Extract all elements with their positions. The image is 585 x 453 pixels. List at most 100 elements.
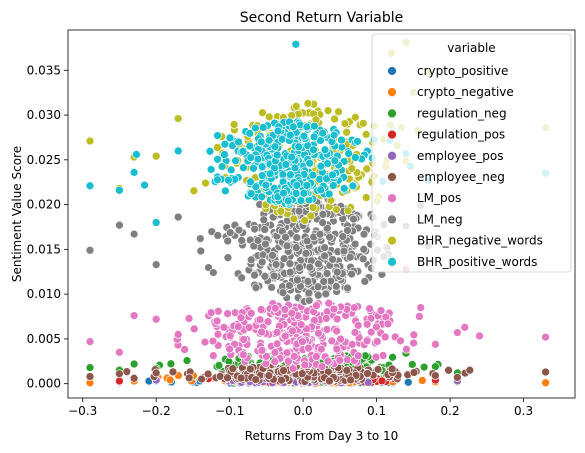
- y-tick-label: 0.020: [27, 198, 61, 212]
- data-point: [350, 304, 358, 312]
- data-point: [224, 254, 232, 262]
- data-point: [325, 377, 333, 385]
- data-point: [115, 377, 123, 385]
- data-point: [265, 372, 273, 380]
- data-point: [216, 372, 224, 380]
- legend-title: variable: [447, 41, 495, 55]
- data-point: [282, 161, 290, 169]
- data-point: [360, 245, 368, 253]
- data-point: [348, 340, 356, 348]
- data-point: [251, 271, 259, 279]
- data-point: [332, 282, 340, 290]
- data-point: [214, 176, 222, 184]
- data-point: [214, 231, 222, 239]
- data-point: [319, 219, 327, 227]
- data-point: [388, 365, 396, 373]
- data-point: [261, 226, 269, 234]
- data-point: [344, 207, 352, 215]
- data-point: [246, 365, 254, 373]
- data-point: [279, 289, 287, 297]
- data-point: [321, 146, 329, 154]
- data-point: [152, 369, 160, 377]
- data-point: [185, 314, 193, 322]
- data-point: [453, 373, 461, 381]
- data-point: [303, 123, 311, 131]
- data-point: [323, 326, 331, 334]
- data-point: [359, 255, 367, 263]
- data-point: [306, 263, 314, 271]
- data-point: [235, 226, 243, 234]
- data-point: [354, 352, 362, 360]
- data-point: [373, 323, 381, 331]
- data-point: [252, 376, 260, 384]
- data-point: [324, 357, 332, 365]
- data-point: [360, 230, 368, 238]
- data-point: [290, 352, 298, 360]
- data-point: [431, 340, 439, 348]
- data-point: [310, 146, 318, 154]
- y-tick-label: 0.000: [27, 377, 61, 391]
- data-point: [415, 312, 423, 320]
- data-point: [410, 369, 418, 377]
- data-point: [283, 349, 291, 357]
- data-point: [247, 178, 255, 186]
- data-point: [397, 337, 405, 345]
- legend: variable crypto_positive crypto_negativer…: [372, 34, 571, 272]
- data-point: [224, 310, 232, 318]
- y-tick-label: 0.030: [27, 108, 61, 122]
- legend-marker: [388, 130, 397, 139]
- data-point: [374, 365, 382, 373]
- data-point: [286, 171, 294, 179]
- data-point: [196, 235, 204, 243]
- legend-marker: [388, 173, 397, 182]
- data-point: [201, 338, 209, 346]
- data-point: [257, 306, 265, 314]
- data-point: [317, 186, 325, 194]
- data-point: [344, 284, 352, 292]
- data-point: [130, 168, 138, 176]
- data-point: [330, 131, 338, 139]
- data-point: [152, 261, 160, 269]
- data-point: [264, 318, 272, 326]
- y-tick-label: 0.025: [27, 153, 61, 167]
- data-point: [226, 345, 234, 353]
- data-point: [329, 171, 337, 179]
- data-point: [237, 314, 245, 322]
- y-tick-label: 0.035: [27, 63, 61, 77]
- data-point: [300, 132, 308, 140]
- data-point: [304, 277, 312, 285]
- x-tick-label: −0.3: [68, 404, 97, 418]
- y-axis-title: Sentiment Value Score: [10, 146, 24, 282]
- data-point: [132, 150, 140, 158]
- data-point: [280, 367, 288, 375]
- data-point: [214, 307, 222, 315]
- data-point: [304, 99, 312, 107]
- data-point: [220, 323, 228, 331]
- data-point: [206, 147, 214, 155]
- data-point: [286, 268, 294, 276]
- data-point: [198, 375, 206, 383]
- data-point: [277, 207, 285, 215]
- data-point: [86, 137, 94, 145]
- data-point: [258, 193, 266, 201]
- data-point: [266, 170, 274, 178]
- data-point: [214, 155, 222, 163]
- legend-label: LM_neg: [417, 212, 463, 226]
- data-point: [431, 372, 439, 380]
- data-point: [273, 151, 281, 159]
- data-point: [389, 353, 397, 361]
- data-point: [86, 246, 94, 254]
- data-point: [346, 253, 354, 261]
- data-point: [280, 189, 288, 197]
- data-point: [224, 374, 232, 382]
- data-point: [310, 133, 318, 141]
- legend-label: employee_pos: [417, 149, 503, 163]
- data-point: [166, 376, 174, 384]
- data-point: [282, 233, 290, 241]
- data-point: [410, 339, 418, 347]
- legend-marker: [388, 236, 397, 245]
- data-point: [317, 162, 325, 170]
- data-point: [319, 210, 327, 218]
- data-point: [271, 358, 279, 366]
- data-point: [86, 373, 94, 381]
